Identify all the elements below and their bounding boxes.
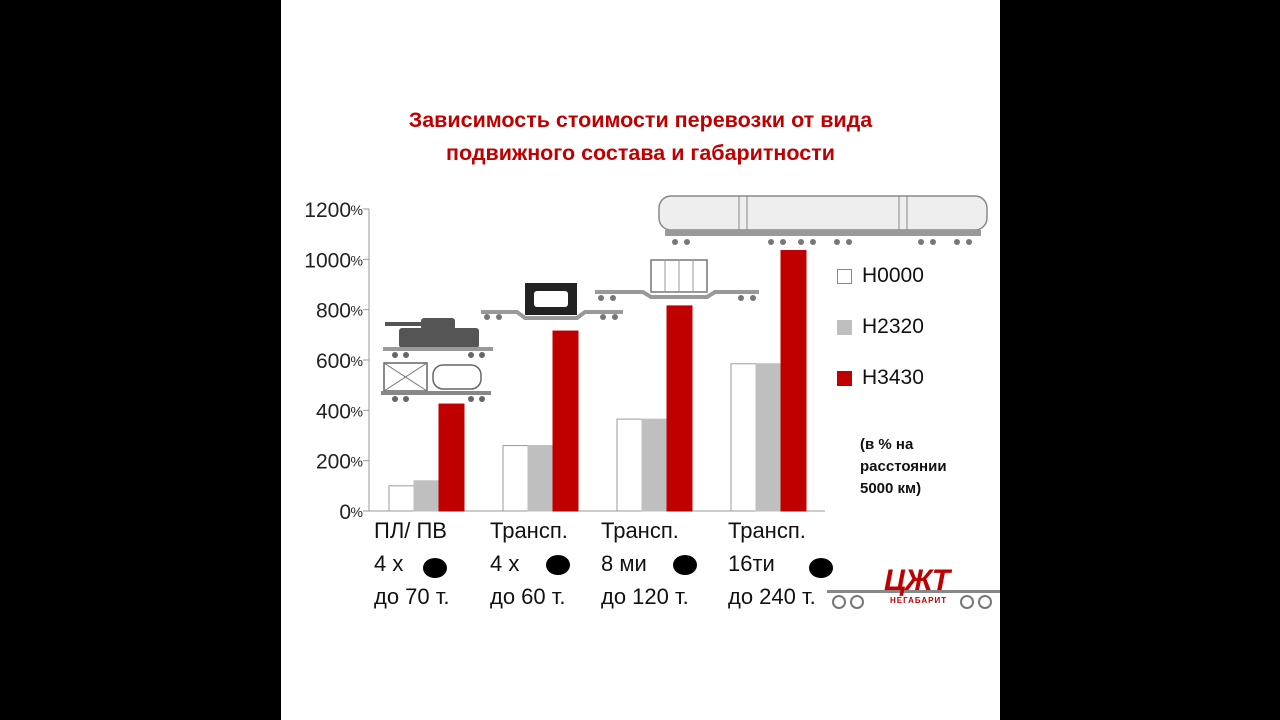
x-tick-label-line: 4 х [490,551,520,576]
annotation-line-2: расстоянии [860,458,947,475]
annotation-line-3: 5000 км) [860,480,922,497]
wheel-icon [809,558,833,578]
tank-on-flatcar-icon [383,318,493,358]
x-tick-label: ПЛ/ ПВ 4 х до 70 т. [374,514,450,613]
bar-Н2320 [755,363,782,512]
x-tick-label-line: Трансп. [601,518,679,543]
bar-Н0000 [730,363,757,512]
y-tick-label: 1200 [304,199,351,222]
y-tick-unit: % [351,252,363,268]
slide: Зависимость стоимости перевозки от вида … [281,0,1000,720]
x-tick-label-line: до 70 т. [374,584,450,609]
x-tick-label: Трансп. 4 х до 60 т. [490,514,568,613]
bar-Н2320 [413,480,440,512]
legend-label: Н0000 [862,264,924,287]
legend-label: Н3430 [862,366,924,389]
legend-label: Н2320 [862,315,924,338]
bar-Н3430 [780,250,807,512]
x-tick-label-line: 16ти [728,551,775,576]
y-tick-unit: % [351,504,363,520]
logo-main-text: ЦЖТ [884,564,950,597]
chart-title-line-2: подвижного состава и габаритности [446,141,835,165]
legend-item: Н0000 [837,262,967,292]
x-tick-label-line: 8 ми [601,551,647,576]
chart-title: Зависимость стоимости перевозки от вида … [281,104,1000,170]
bars [388,250,807,512]
y-tick-unit: % [351,303,363,319]
y-tick-labels: 0 %200 %400 %600 %800 %1000 %1200% [304,199,363,524]
bar-Н3430 [552,330,579,512]
bar-Н3430 [438,403,465,512]
bar-Н0000 [388,485,415,512]
x-tick-label-line: до 120 т. [601,584,689,609]
company-logo: ЦЖТ НЕГАБАРИТ [827,562,1000,614]
legend-swatch [837,269,852,284]
x-tick-label-line: до 60 т. [490,584,566,609]
y-tick-unit: % [351,353,363,369]
legend-swatch [837,320,852,335]
x-tick-label-line: Трансп. [728,518,806,543]
x-tick-label: Трансп. 16ти до 240 т. [728,514,816,613]
y-tick-label: 800 [316,300,351,323]
tank-car-transporter-icon [595,259,759,301]
wheel-icon [546,555,570,575]
bar-chart: 0 %200 %400 %600 %800 %1000 %1200% [304,195,988,524]
y-tick-label: 0 [339,501,351,524]
x-tick-label-line: 4 х [374,551,404,576]
chart-title-line-1: Зависимость стоимости перевозки от вида [408,108,873,132]
bar-Н2320 [527,445,554,512]
y-tick-unit: % [351,403,363,419]
bar-Н3430 [666,305,693,512]
wheel-icon [423,558,447,578]
transformer-on-transporter-icon [481,283,623,320]
bar-Н2320 [641,418,668,512]
bar-Н0000 [502,445,529,512]
logo-sub-text: НЕГАБАРИТ [890,596,948,605]
annotation-line-1: (в % на [860,436,914,453]
container-flatcar-icon [381,362,491,402]
chart-annotation: (в % на расстоянии 5000 км) [860,434,947,500]
x-tick-label-line: Трансп. [490,518,568,543]
legend-item: Н3430 [837,364,967,394]
y-tick-label: 200 [316,451,351,474]
long-vessel-transporter-icon [658,195,988,245]
y-tick-label: 600 [316,350,351,373]
y-tick-unit: % [351,202,363,218]
y-tick-label: 400 [316,400,351,423]
y-tick-unit: % [351,454,363,470]
y-tick-label: 1000 [304,249,351,272]
legend-swatch [837,371,852,386]
logo-rail-icon [827,590,1000,609]
x-tick-label: Трансп. 8 ми до 120 т. [601,514,689,613]
x-tick-label-line: ПЛ/ ПВ [374,518,447,543]
bar-Н0000 [616,418,643,512]
x-tick-label-line: до 240 т. [728,584,816,609]
legend-item: Н2320 [837,313,967,343]
wheel-icon [673,555,697,575]
